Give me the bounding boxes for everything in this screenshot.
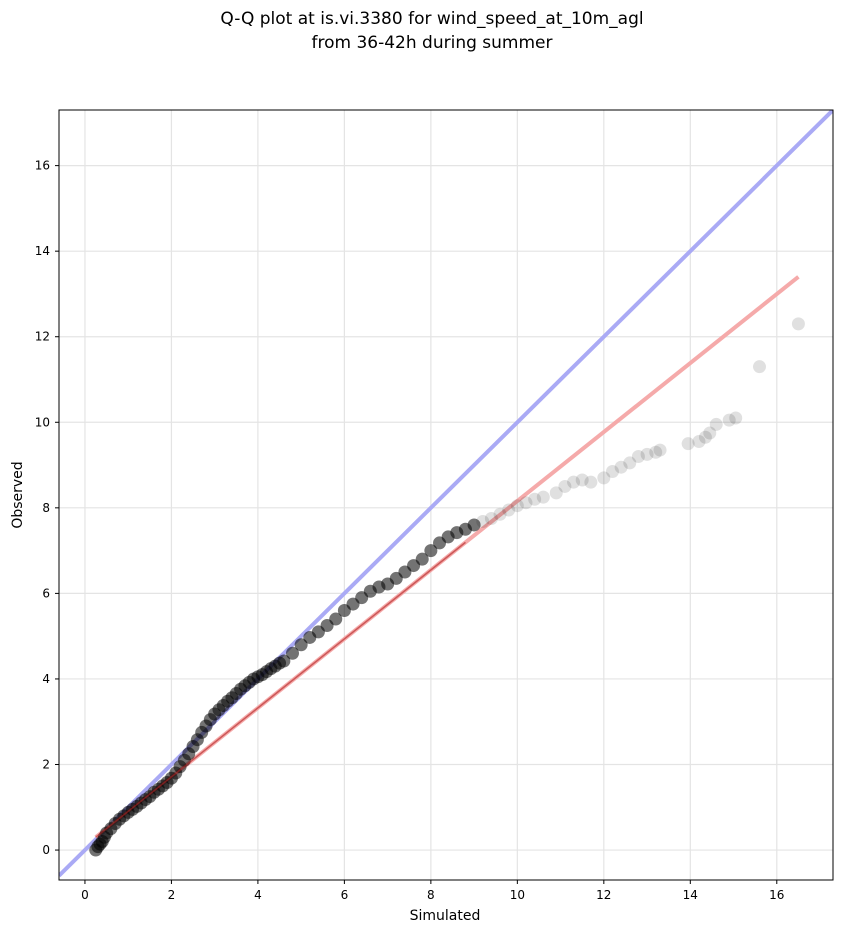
data-point bbox=[653, 443, 667, 457]
data-point bbox=[476, 515, 490, 529]
y-tick-label: 14 bbox=[35, 244, 50, 258]
identity-line bbox=[59, 110, 833, 878]
x-tick-label: 16 bbox=[769, 888, 784, 902]
reference-lines bbox=[59, 110, 833, 878]
x-tick-label: 4 bbox=[254, 888, 262, 902]
data-point bbox=[575, 473, 589, 487]
data-point bbox=[558, 479, 572, 493]
data-point bbox=[722, 413, 736, 427]
data-point bbox=[692, 435, 706, 449]
chart-title-line2: from 36-42h during summer bbox=[312, 33, 553, 53]
y-axis-ticks: 0 2 4 6 8 10 12 14 16 bbox=[35, 159, 59, 857]
data-point bbox=[510, 499, 524, 513]
x-tick-label: 12 bbox=[596, 888, 611, 902]
x-axis-label: Simulated bbox=[410, 908, 481, 924]
data-point bbox=[623, 456, 637, 470]
y-tick-label: 16 bbox=[35, 159, 50, 173]
data-point bbox=[752, 360, 766, 374]
x-tick-label: 14 bbox=[683, 888, 698, 902]
data-point bbox=[640, 447, 654, 461]
data-point bbox=[649, 445, 663, 459]
data-point bbox=[415, 552, 429, 566]
data-point bbox=[681, 437, 695, 451]
data-point bbox=[502, 503, 516, 517]
data-point bbox=[484, 512, 498, 526]
y-tick-label: 4 bbox=[42, 672, 50, 686]
x-tick-label: 6 bbox=[341, 888, 349, 902]
data-point bbox=[277, 654, 291, 668]
y-axis-label: Observed bbox=[10, 461, 26, 528]
y-tick-label: 8 bbox=[42, 501, 50, 515]
x-tick-label: 2 bbox=[168, 888, 176, 902]
data-point bbox=[424, 544, 438, 558]
data-point bbox=[729, 411, 743, 425]
scatter-points bbox=[89, 317, 805, 857]
data-point bbox=[791, 317, 805, 331]
data-point bbox=[519, 496, 533, 510]
data-point bbox=[467, 518, 481, 532]
data-point bbox=[709, 417, 723, 431]
y-tick-label: 12 bbox=[35, 330, 50, 344]
plot-frame bbox=[58, 109, 834, 881]
y-tick-label: 6 bbox=[42, 586, 50, 600]
data-point bbox=[703, 426, 717, 440]
data-point bbox=[605, 464, 619, 478]
data-point bbox=[698, 430, 712, 444]
data-point bbox=[528, 492, 542, 506]
x-tick-label: 8 bbox=[427, 888, 435, 902]
x-tick-label: 10 bbox=[510, 888, 525, 902]
data-point bbox=[329, 612, 343, 626]
y-tick-label: 0 bbox=[42, 843, 50, 857]
data-point bbox=[549, 486, 563, 500]
data-point bbox=[614, 460, 628, 474]
data-point bbox=[285, 646, 299, 660]
y-tick-label: 2 bbox=[42, 758, 50, 772]
x-tick-label: 0 bbox=[81, 888, 89, 902]
data-point bbox=[584, 475, 598, 489]
y-tick-label: 10 bbox=[35, 415, 50, 429]
data-point bbox=[631, 450, 645, 463]
data-point bbox=[493, 507, 507, 521]
data-point bbox=[597, 471, 611, 485]
chart-title-line1: Q-Q plot at is.vi.3380 for wind_speed_at… bbox=[220, 9, 643, 29]
data-point bbox=[567, 475, 581, 489]
data-point bbox=[294, 638, 308, 652]
x-axis-ticks: 0 2 4 6 8 10 12 14 16 bbox=[81, 880, 784, 902]
fit-line-overlay bbox=[95, 541, 466, 838]
data-point bbox=[536, 490, 550, 504]
